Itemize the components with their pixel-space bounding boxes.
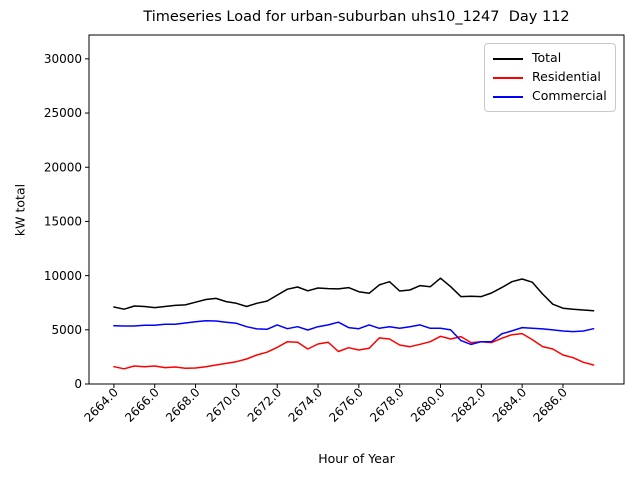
x-tick-label: 2668.0 [163, 385, 203, 425]
legend-entry-residential: Residential [493, 68, 607, 87]
series-line-residential [113, 332, 595, 370]
x-tick-label: 2666.0 [122, 385, 162, 425]
legend-label-residential: Residential [532, 69, 601, 85]
x-tick-label: 2686.0 [530, 385, 570, 425]
y-tick-label: 0 [74, 377, 82, 391]
x-tick-label: 2682.0 [449, 385, 489, 425]
y-tick-label: 15000 [44, 215, 82, 229]
x-tick-label: 2674.0 [286, 385, 326, 425]
x-axis-label: Hour of Year [318, 451, 395, 466]
legend-entry-commercial: Commercial [493, 87, 607, 106]
legend-label-total: Total [532, 50, 562, 66]
y-tick-label: 5000 [51, 323, 82, 337]
legend: Total Residential Commercial [484, 43, 616, 112]
x-tick-label: 2680.0 [408, 385, 448, 425]
x-tick-label: 2670.0 [204, 385, 244, 425]
chart-title: Timeseries Load for urban-suburban uhs10… [143, 9, 570, 25]
x-tick-label: 2684.0 [490, 385, 530, 425]
series-line-total [113, 277, 595, 312]
axes-frame [88, 34, 625, 385]
commercial-line-sample [493, 95, 523, 98]
series-line-commercial [113, 319, 595, 346]
x-tick-label: 2676.0 [326, 385, 366, 425]
y-axis-label: kW total [12, 183, 28, 237]
x-tick-label: 2672.0 [245, 385, 285, 425]
total-line-sample [493, 57, 523, 60]
x-tick-label: 2678.0 [367, 385, 407, 425]
legend-entry-total: Total [493, 49, 607, 68]
y-tick-label: 25000 [44, 106, 82, 120]
legend-label-commercial: Commercial [532, 88, 607, 104]
y-tick-label: 10000 [44, 269, 82, 283]
y-tick-label: 30000 [44, 52, 82, 66]
x-tick-label: 2664.0 [81, 385, 121, 425]
residential-line-sample [493, 76, 523, 79]
y-tick-label: 20000 [44, 160, 82, 174]
